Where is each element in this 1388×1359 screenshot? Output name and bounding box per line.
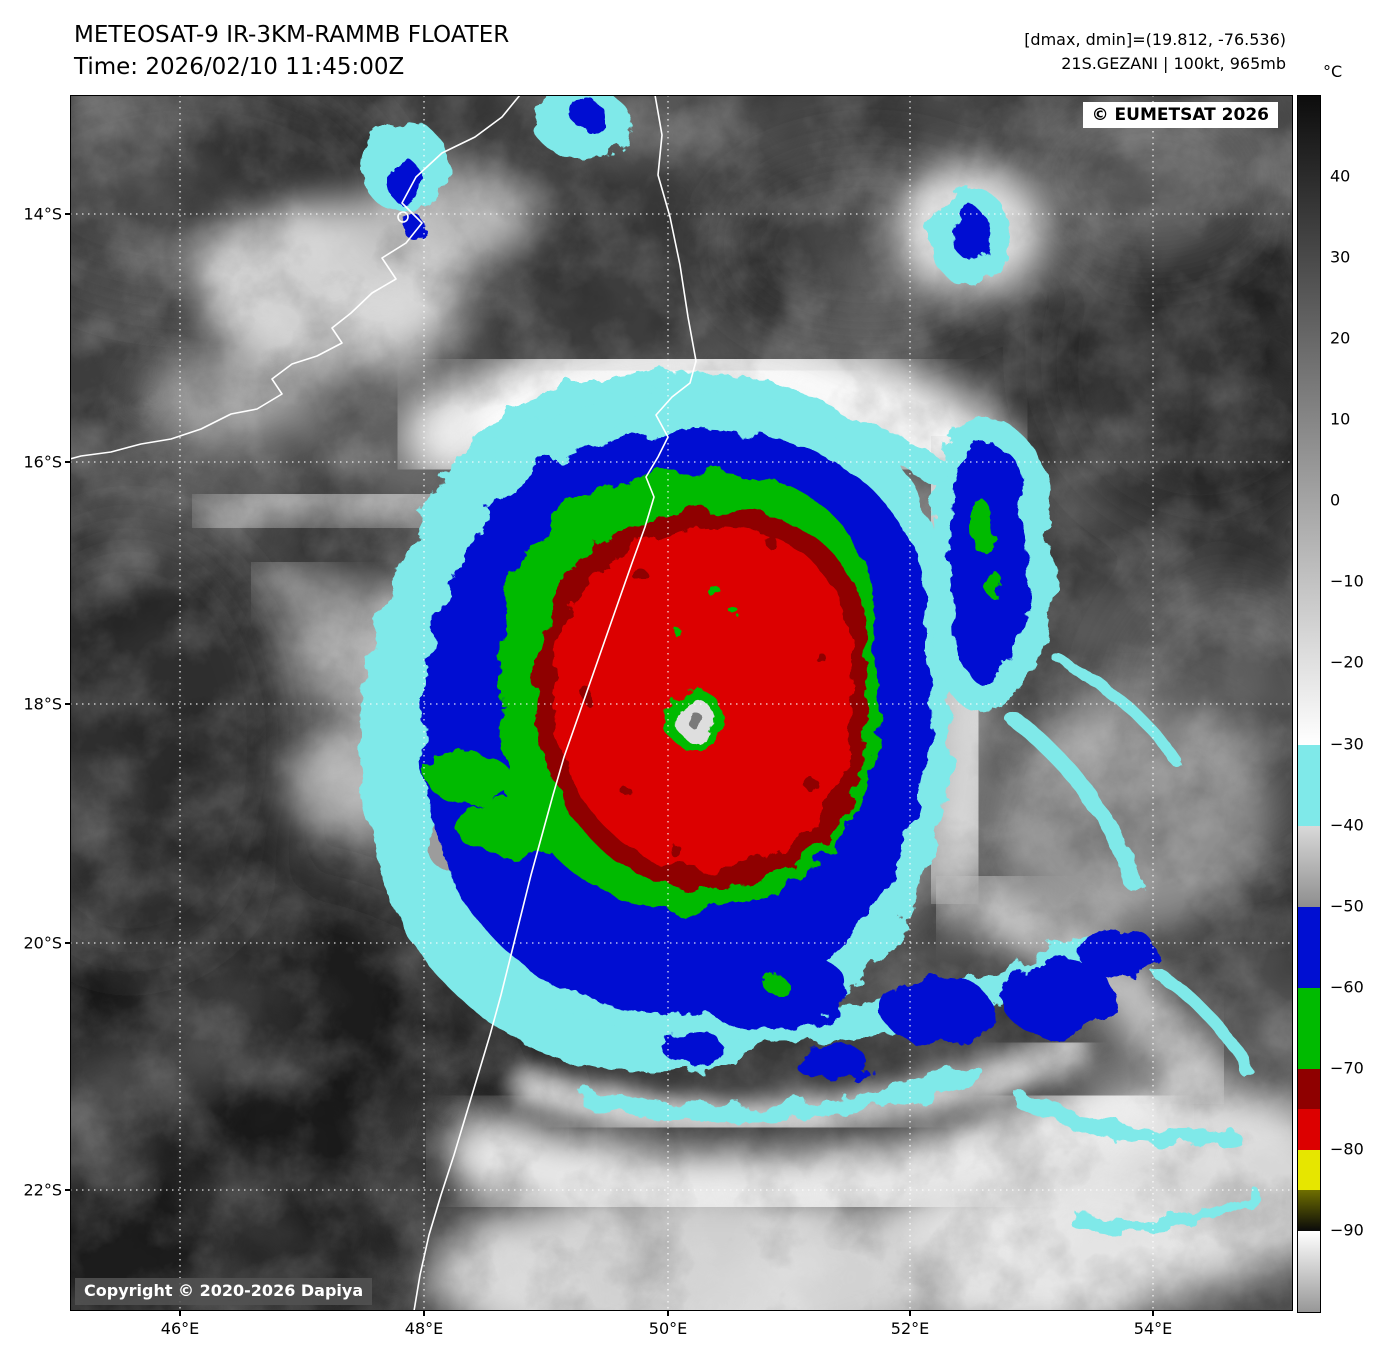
map-area: © EUMETSAT 2026 Copyright © 2020-2026 Da… bbox=[70, 95, 1293, 1311]
colorbar-tick-label: −50 bbox=[1330, 896, 1364, 916]
colorbar-segment bbox=[1298, 96, 1320, 745]
colorbar-segment bbox=[1298, 1149, 1320, 1191]
green-speckles bbox=[676, 581, 736, 639]
lat-tick-mark bbox=[65, 213, 70, 215]
lon-tick-mark bbox=[667, 1311, 669, 1316]
colorbar-tick-label: −60 bbox=[1330, 977, 1364, 997]
colorbar-segment bbox=[1298, 906, 1320, 988]
colorbar-tick-label: −80 bbox=[1330, 1139, 1364, 1159]
lat-tick-label: 20°S bbox=[23, 933, 62, 953]
colorbar bbox=[1297, 95, 1321, 1313]
island-outline bbox=[397, 211, 409, 223]
lon-tick-label: 50°E bbox=[648, 1319, 688, 1338]
colorbar-segment bbox=[1298, 1230, 1320, 1312]
lat-tick-mark bbox=[65, 461, 70, 463]
colorbar-segment bbox=[1298, 1068, 1320, 1110]
colorbar-tick-label: 40 bbox=[1330, 166, 1351, 186]
colorbar-tick-label: 10 bbox=[1330, 409, 1351, 429]
colorbar-segment bbox=[1298, 1109, 1320, 1150]
red-speckles bbox=[579, 535, 823, 857]
storm-enhancement-layer bbox=[359, 95, 1262, 1233]
lon-tick-mark bbox=[179, 1311, 181, 1316]
lon-tick-mark bbox=[1152, 1311, 1154, 1316]
colorbar-tick-label: −20 bbox=[1330, 652, 1364, 672]
lon-tick-label: 48°E bbox=[404, 1319, 444, 1338]
lon-tick-mark bbox=[909, 1311, 911, 1316]
lat-tick-mark bbox=[65, 1189, 70, 1191]
lon-tick-label: 54°E bbox=[1133, 1319, 1173, 1338]
lat-tick-label: 14°S bbox=[23, 204, 62, 224]
lat-tick-label: 22°S bbox=[23, 1180, 62, 1200]
coastline bbox=[70, 95, 697, 1311]
colorbar-tick-label: 20 bbox=[1330, 328, 1351, 348]
figure-time: Time: 2026/02/10 11:45:00Z bbox=[74, 54, 405, 80]
colorbar-tick-label: −10 bbox=[1330, 571, 1364, 591]
map-border bbox=[70, 95, 1293, 1311]
copyright-badge: Copyright © 2020-2026 Dapiya bbox=[75, 1278, 373, 1305]
colorbar-tick-label: −70 bbox=[1330, 1058, 1364, 1078]
eumetsat-credit-badge: © EUMETSAT 2026 bbox=[1082, 102, 1278, 129]
colorbar-segment bbox=[1298, 987, 1320, 1069]
colorbar-tick-label: −40 bbox=[1330, 815, 1364, 835]
colorbar-unit-label: °C bbox=[1323, 62, 1343, 81]
satellite-image bbox=[70, 95, 1293, 1311]
lon-tick-label: 52°E bbox=[890, 1319, 930, 1338]
colorbar-segment bbox=[1298, 825, 1320, 907]
colorbar-tick-label: −90 bbox=[1330, 1220, 1364, 1240]
colorbar-tick-label: 30 bbox=[1330, 247, 1351, 267]
colorbar-tick-label: 0 bbox=[1330, 490, 1341, 510]
figure-title: METEOSAT-9 IR-3KM-RAMMB FLOATER bbox=[74, 22, 510, 48]
colorbar-tick-label: −30 bbox=[1330, 734, 1364, 754]
lat-tick-label: 16°S bbox=[23, 452, 62, 472]
lon-tick-label: 46°E bbox=[160, 1319, 200, 1338]
storm-eye bbox=[664, 689, 724, 749]
dmax-dmin-readout: [dmax, dmin]=(19.812, -76.536) bbox=[1024, 30, 1286, 49]
colorbar-segment bbox=[1298, 1190, 1320, 1231]
lon-tick-mark bbox=[423, 1311, 425, 1316]
storm-info: 21S.GEZANI | 100kt, 965mb bbox=[1061, 54, 1286, 73]
lat-tick-mark bbox=[65, 703, 70, 705]
lat-tick-mark bbox=[65, 942, 70, 944]
lat-tick-label: 18°S bbox=[23, 694, 62, 714]
colorbar-segment bbox=[1298, 744, 1320, 826]
